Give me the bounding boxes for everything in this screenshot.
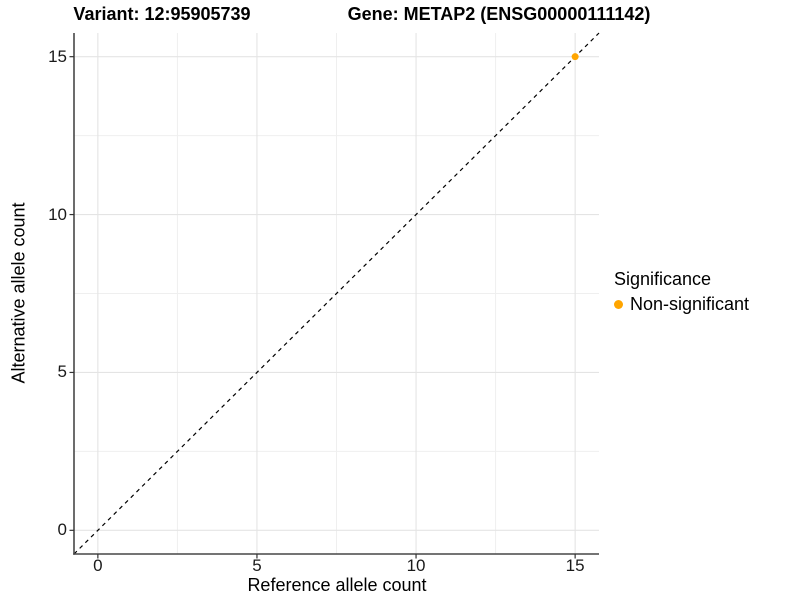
x-tick-label: 0 — [93, 556, 103, 575]
y-tick-label: 15 — [48, 46, 67, 66]
legend-entry: Non-significant — [614, 294, 749, 315]
variant-title: Variant: 12:95905739 — [73, 4, 251, 24]
legend: Significance Non-significant — [614, 269, 749, 315]
x-tick-label: 5 — [252, 556, 262, 575]
x-tick-label: 10 — [406, 556, 426, 575]
y-tick-label: 10 — [48, 204, 67, 224]
legend-entry-label: Non-significant — [630, 294, 750, 314]
legend-point-icon — [614, 300, 623, 309]
legend-title: Significance — [614, 269, 712, 289]
data-point — [571, 53, 579, 61]
y-tick-label: 5 — [57, 362, 67, 382]
x-tick-label: 15 — [565, 556, 585, 575]
identity-line — [73, 32, 600, 555]
x-axis-title: Reference allele count — [247, 575, 427, 595]
y-axis-title: Alternative allele count — [8, 202, 29, 384]
y-tick-label: 0 — [57, 520, 67, 540]
gene-title: Gene: METAP2 (ENSG00000111142) — [347, 4, 651, 24]
